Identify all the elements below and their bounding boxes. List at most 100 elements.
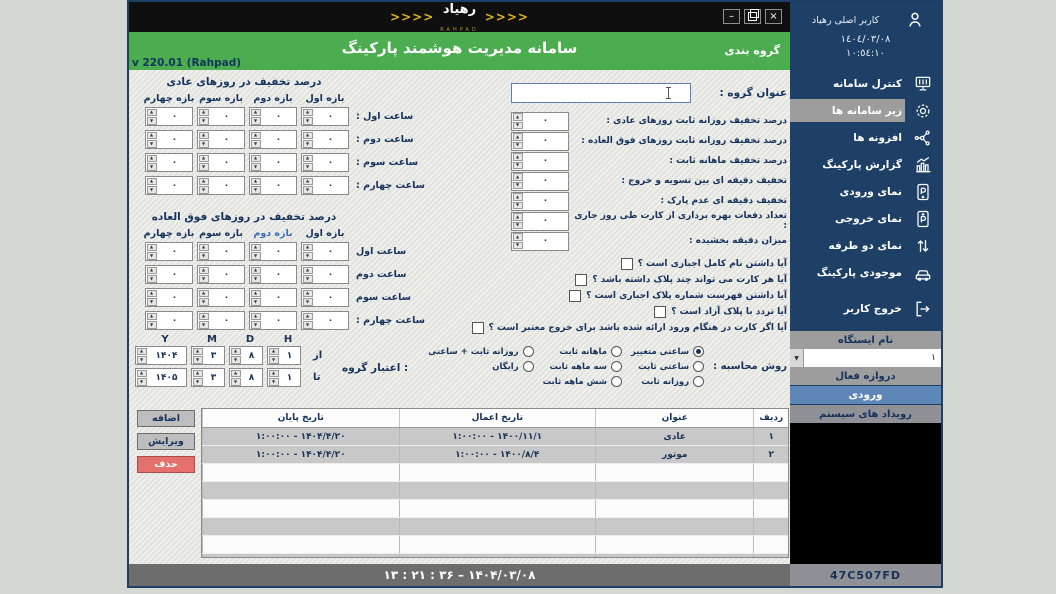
spinner-down-icon[interactable]: ▼: [250, 186, 261, 194]
spinner-down-icon[interactable]: ▼: [302, 163, 313, 171]
numeric-spinner[interactable]: ▲ ▼ ۰: [511, 131, 569, 151]
chevron-down-icon[interactable]: ▼: [790, 349, 804, 367]
calc-method-option[interactable]: سه ماهه ثابت: [543, 361, 622, 372]
minimize-button[interactable]: –: [723, 9, 740, 24]
radio-button[interactable]: [522, 361, 534, 372]
numeric-spinner[interactable]: ▲ ▼ ۰: [197, 153, 245, 172]
spinner-down-icon[interactable]: ▼: [250, 163, 261, 171]
spinner-down-icon[interactable]: ▼: [198, 252, 209, 260]
radio-button[interactable]: [693, 376, 705, 387]
spinner-up-icon[interactable]: ▲: [198, 108, 209, 116]
numeric-spinner[interactable]: ▲ ▼ ۰: [511, 211, 569, 231]
spinner-arrows[interactable]: ▲ ▼: [250, 312, 261, 329]
spinner-down-icon[interactable]: ▼: [192, 356, 203, 364]
tab-grouping[interactable]: گروه بندی: [724, 44, 780, 57]
spinner-up-icon[interactable]: ▲: [136, 347, 147, 355]
spinner-arrows[interactable]: ▲ ▼: [146, 289, 157, 306]
table-row[interactable]: ۱ عادی ۱:۰۰:۰۰ - ۱۴۰۰/۱۱/۱ ۱:۰۰:۰۰ - ۱۴۰…: [202, 427, 788, 446]
spinner-up-icon[interactable]: ▲: [302, 289, 313, 297]
spinner-down-icon[interactable]: ▼: [250, 298, 261, 306]
numeric-spinner[interactable]: ▲ ▼ ۰: [145, 176, 193, 195]
spinner-up-icon[interactable]: ▲: [250, 312, 261, 320]
add-button[interactable]: اضافه: [137, 410, 195, 427]
spinner-arrows[interactable]: ▲ ▼: [268, 347, 279, 364]
spinner-down-icon[interactable]: ▼: [136, 378, 147, 386]
numeric-spinner[interactable]: ▲ ▼ ۳: [191, 368, 225, 387]
numeric-spinner[interactable]: ▲ ▼ ۰: [301, 311, 349, 330]
spinner-arrows[interactable]: ▲ ▼: [302, 289, 313, 306]
spinner-arrows[interactable]: ▲ ▼: [146, 177, 157, 194]
sidebar-item-entry-view[interactable]: نمای ورودی: [790, 178, 941, 205]
spinner-up-icon[interactable]: ▲: [302, 312, 313, 320]
spinner-arrows[interactable]: ▲ ▼: [192, 347, 203, 364]
spinner-up-icon[interactable]: ▲: [230, 369, 241, 377]
calc-method-option[interactable]: ساعتی ثابت: [631, 361, 705, 372]
spinner-down-icon[interactable]: ▼: [302, 140, 313, 148]
spinner-up-icon[interactable]: ▲: [512, 233, 523, 241]
numeric-spinner[interactable]: ▲ ▼ ۰: [197, 107, 245, 126]
spinner-down-icon[interactable]: ▼: [512, 181, 523, 189]
radio-button[interactable]: [610, 376, 622, 387]
numeric-spinner[interactable]: ▲ ▼ ۰: [301, 288, 349, 307]
calc-method-option[interactable]: روزانه ثابت + ساعتی: [428, 346, 534, 357]
spinner-arrows[interactable]: ▲ ▼: [146, 131, 157, 148]
spinner-down-icon[interactable]: ▼: [136, 356, 147, 364]
numeric-spinner[interactable]: ▲ ▼ ۰: [249, 311, 297, 330]
spinner-arrows[interactable]: ▲ ▼: [230, 347, 241, 364]
spinner-down-icon[interactable]: ▼: [250, 321, 261, 329]
spinner-arrows[interactable]: ▲ ▼: [302, 243, 313, 260]
spinner-down-icon[interactable]: ▼: [146, 298, 157, 306]
numeric-spinner[interactable]: ▲ ▼ ۰: [197, 311, 245, 330]
spinner-arrows[interactable]: ▲ ▼: [146, 266, 157, 283]
numeric-spinner[interactable]: ▲ ▼ ۰: [511, 191, 569, 211]
spinner-arrows[interactable]: ▲ ▼: [302, 154, 313, 171]
checkbox[interactable]: [575, 274, 588, 286]
spinner-down-icon[interactable]: ▼: [198, 275, 209, 283]
spinner-arrows[interactable]: ▲ ▼: [146, 243, 157, 260]
numeric-spinner[interactable]: ▲ ▼ ۰: [145, 130, 193, 149]
spinner-down-icon[interactable]: ▼: [146, 252, 157, 260]
spinner-down-icon[interactable]: ▼: [192, 378, 203, 386]
col-header-title[interactable]: عنوان: [595, 409, 754, 428]
spinner-down-icon[interactable]: ▼: [146, 275, 157, 283]
calc-method-option[interactable]: ماهانه ثابت: [543, 346, 622, 357]
spinner-arrows[interactable]: ▲ ▼: [512, 193, 523, 210]
numeric-spinner[interactable]: ▲ ▼ ۰: [249, 176, 297, 195]
sidebar-item-parking-report[interactable]: گزارش پارکینگ: [790, 151, 941, 178]
spinner-down-icon[interactable]: ▼: [250, 275, 261, 283]
spinner-arrows[interactable]: ▲ ▼: [198, 243, 209, 260]
spinner-down-icon[interactable]: ▼: [146, 163, 157, 171]
numeric-spinner[interactable]: ▲ ▼ ۰: [301, 107, 349, 126]
checkbox[interactable]: [471, 322, 484, 334]
spinner-arrows[interactable]: ▲ ▼: [302, 266, 313, 283]
numeric-spinner[interactable]: ▲ ▼ ۰: [197, 176, 245, 195]
spinner-up-icon[interactable]: ▲: [250, 154, 261, 162]
spinner-down-icon[interactable]: ▼: [302, 117, 313, 125]
checkbox[interactable]: [620, 258, 633, 270]
numeric-spinner[interactable]: ▲ ▼ ۳: [191, 346, 225, 365]
spinner-arrows[interactable]: ▲ ▼: [512, 133, 523, 150]
numeric-spinner[interactable]: ▲ ▼ ۰: [301, 153, 349, 172]
table-empty-row[interactable]: [202, 553, 788, 557]
spinner-arrows[interactable]: ▲ ▼: [512, 173, 523, 190]
spinner-up-icon[interactable]: ▲: [146, 108, 157, 116]
spinner-down-icon[interactable]: ▼: [230, 378, 241, 386]
radio-button[interactable]: [693, 361, 705, 372]
spinner-up-icon[interactable]: ▲: [192, 369, 203, 377]
numeric-spinner[interactable]: ▲ ▼ ۰: [249, 288, 297, 307]
calc-method-option[interactable]: رایگان: [428, 361, 534, 372]
numeric-spinner[interactable]: ▲ ▼ ۱۴۰۴: [135, 346, 187, 365]
sidebar-item-two-way-view[interactable]: نمای دو طرفه: [790, 232, 941, 259]
spinner-up-icon[interactable]: ▲: [146, 177, 157, 185]
spinner-arrows[interactable]: ▲ ▼: [250, 177, 261, 194]
sidebar-item-addons[interactable]: افزونه ها: [790, 124, 941, 151]
spinner-down-icon[interactable]: ▼: [512, 121, 523, 129]
spinner-arrows[interactable]: ▲ ▼: [198, 289, 209, 306]
edit-button[interactable]: ویرایش: [137, 433, 195, 450]
col-header-end-date[interactable]: تاریخ پایان: [202, 409, 400, 428]
spinner-up-icon[interactable]: ▲: [198, 131, 209, 139]
spinner-arrows[interactable]: ▲ ▼: [302, 177, 313, 194]
close-button[interactable]: ×: [765, 9, 782, 24]
numeric-spinner[interactable]: ▲ ▼ ۰: [249, 107, 297, 126]
spinner-down-icon[interactable]: ▼: [302, 252, 313, 260]
